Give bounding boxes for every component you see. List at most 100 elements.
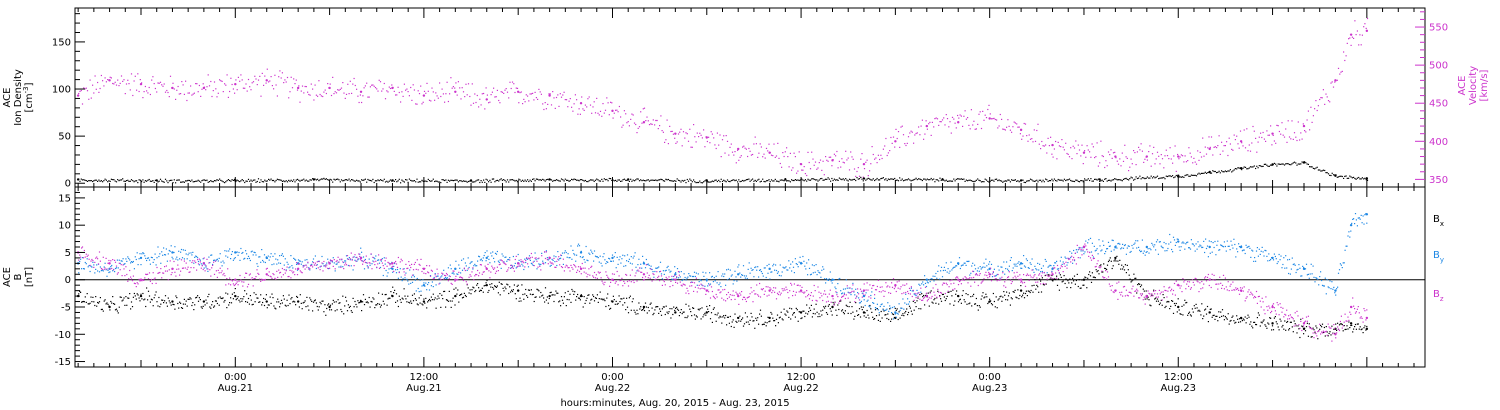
bottom-dot: [588, 252, 590, 254]
bottom-dot: [1207, 256, 1209, 258]
top-dot: [1184, 174, 1186, 177]
top-dot: [1081, 180, 1083, 182]
top-dot: [1360, 44, 1362, 46]
top-dot: [948, 126, 950, 128]
top-dot: [1296, 164, 1298, 166]
bottom-dot: [747, 268, 749, 270]
bottom-dot: [170, 245, 172, 247]
bottom-dot: [834, 286, 836, 288]
top-dot: [220, 179, 222, 181]
bottom-dot: [511, 290, 514, 293]
top-dot: [1248, 144, 1250, 146]
top-dot: [618, 179, 620, 181]
bottom-dot: [513, 284, 515, 286]
top-dot: [1111, 179, 1113, 181]
bottom-dot: [796, 263, 798, 266]
top-dot: [774, 178, 776, 180]
top-dot: [144, 180, 146, 182]
bottom-dot: [268, 304, 270, 306]
top-dot: [998, 179, 1000, 181]
top-dot: [786, 180, 788, 182]
top-dot: [752, 153, 754, 156]
bottom-dot: [610, 307, 612, 309]
bottom-dot: [659, 261, 662, 263]
top-dot: [659, 125, 661, 127]
bottom-dot: [355, 303, 357, 306]
top-dot: [1275, 142, 1277, 144]
top-dot: [109, 180, 111, 182]
bottom-dot: [207, 296, 209, 298]
bottom-dot: [1265, 250, 1267, 252]
top-dot: [871, 146, 873, 148]
bottom-dot: [1199, 310, 1201, 312]
top-dot: [714, 144, 716, 146]
top-dot: [977, 123, 979, 125]
top-dot: [997, 180, 999, 182]
top-dot: [723, 179, 725, 181]
bottom-dot: [896, 308, 898, 310]
bottom-dot: [557, 292, 559, 294]
top-dot: [865, 179, 867, 181]
top-dot: [227, 96, 229, 98]
bottom-dot: [522, 293, 524, 296]
bottom-dot: [493, 288, 495, 290]
top-point: [76, 94, 80, 97]
top-dot: [460, 180, 462, 182]
top-dot: [931, 121, 933, 123]
bottom-dot: [1241, 250, 1243, 252]
top-dot: [645, 120, 647, 122]
bottom-dot: [907, 298, 909, 300]
bottom-dot: [381, 293, 383, 295]
bottom-dot: [729, 315, 731, 318]
bottom-dot: [1020, 285, 1022, 287]
bottom-dot: [664, 270, 666, 272]
top-dot: [123, 180, 125, 182]
bottom-dot: [726, 279, 729, 281]
bottom-dot: [663, 306, 665, 308]
bottom-dot: [1210, 241, 1212, 243]
top-dot: [1026, 180, 1028, 182]
top-dot: [1057, 141, 1059, 143]
bottom-dot: [745, 321, 747, 323]
bottom-dot: [1357, 323, 1359, 325]
bottom-dot: [547, 302, 549, 304]
bottom-dot: [412, 274, 415, 276]
bottom-dot: [560, 257, 562, 259]
top-dot: [708, 136, 710, 138]
top-dot: [705, 179, 707, 181]
bottom-dot: [951, 269, 953, 271]
top-dot: [132, 180, 134, 182]
top-dot: [183, 93, 185, 95]
bottom-dot: [431, 281, 433, 283]
bottom-dot: [363, 268, 366, 270]
bottom-dot: [920, 291, 922, 293]
bottom-dot: [557, 251, 559, 253]
bottom-dot: [136, 252, 138, 254]
top-dot: [1121, 152, 1123, 154]
bottom-dot: [362, 301, 364, 303]
top-dot: [432, 91, 434, 93]
bottom-dot: [161, 299, 163, 301]
top-dot: [1276, 165, 1278, 167]
top-dot: [147, 179, 149, 181]
top-dot: [275, 84, 277, 86]
bottom-dot: [833, 303, 835, 305]
bottom-dot: [1350, 230, 1352, 232]
bottom-dot: [84, 296, 86, 298]
top-dot: [593, 180, 595, 182]
bottom-dot: [1151, 294, 1153, 296]
top-dot: [1183, 161, 1185, 163]
bottom-dot: [178, 250, 180, 252]
top-dot: [503, 179, 505, 181]
bottom-dot: [114, 303, 116, 305]
top-dot: [1013, 121, 1015, 123]
bottom-dot: [778, 274, 780, 277]
top-dot: [612, 179, 614, 181]
bottom-dot: [1000, 266, 1002, 268]
bottom-dot: [912, 300, 914, 302]
bottom-dot: [97, 270, 99, 272]
bottom-dot: [665, 305, 667, 307]
top-dot: [413, 89, 415, 91]
top-dot: [1060, 179, 1062, 181]
bottom-dot: [119, 262, 121, 264]
